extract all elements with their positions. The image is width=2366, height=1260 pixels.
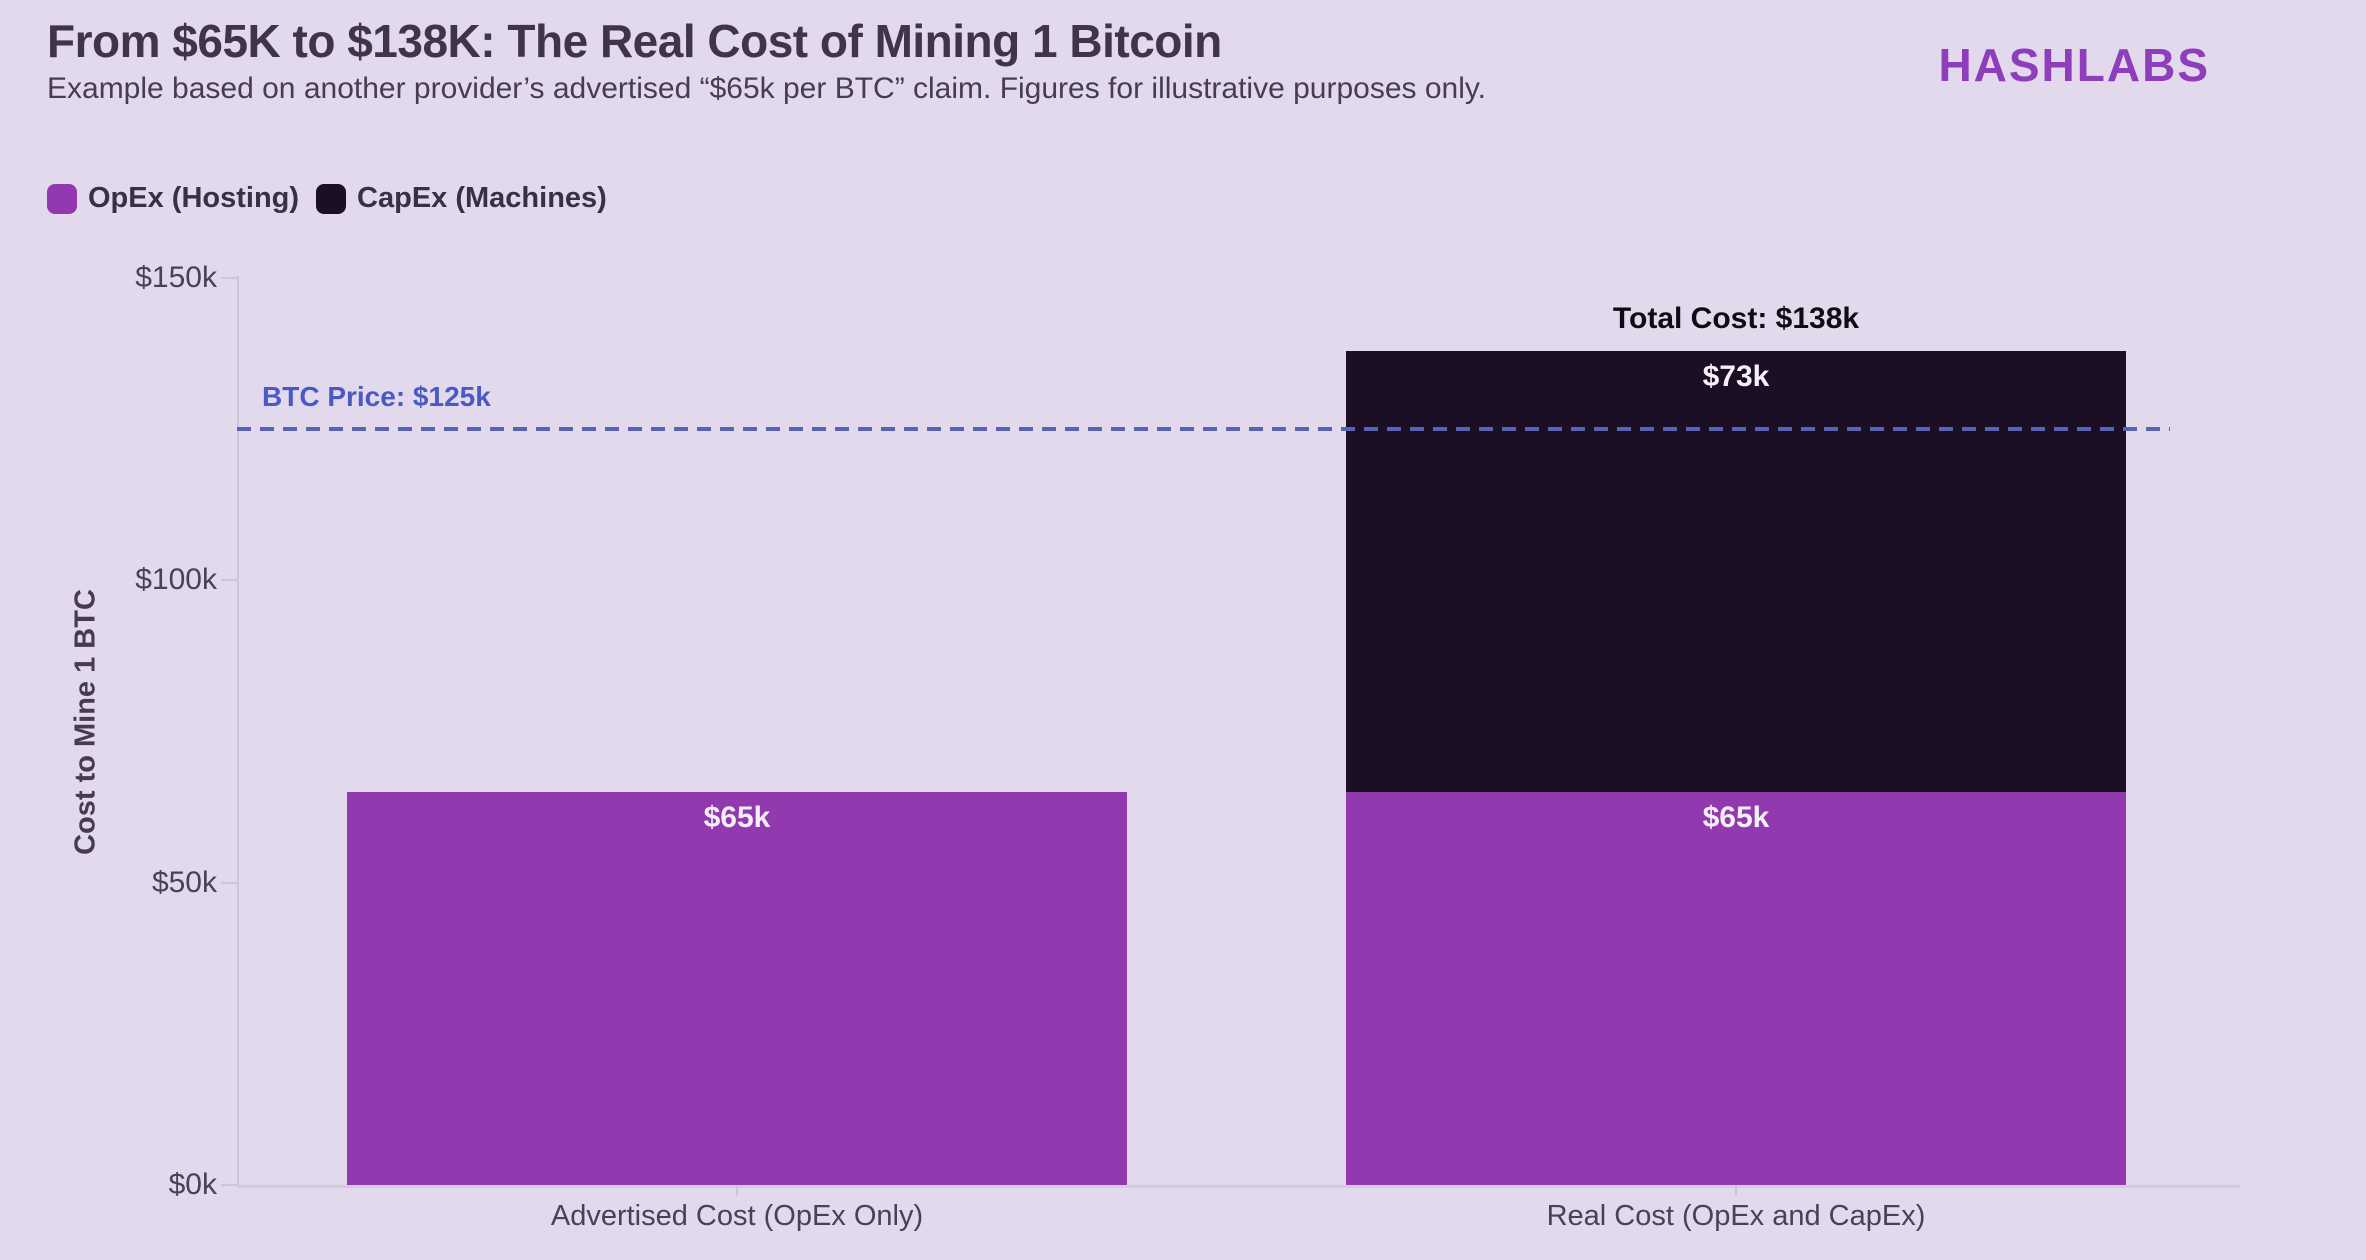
page-title: From $65K to $138K: The Real Cost of Min… xyxy=(47,15,1222,67)
legend: OpEx (Hosting) CapEx (Machines) xyxy=(47,182,607,215)
x-tick-label: Real Cost (OpEx and CapEx) xyxy=(1546,1200,1926,1232)
legend-label-opex: OpEx (Hosting) xyxy=(88,182,300,214)
x-tick xyxy=(1735,1185,1737,1196)
y-tick-label: $0k xyxy=(168,1168,217,1201)
y-tick xyxy=(221,881,237,884)
bar-value-label: $73k xyxy=(1702,359,1770,393)
opex-swatch xyxy=(47,183,77,214)
btc-price-label: BTC Price: $125k xyxy=(262,381,491,413)
y-tick-label: $150k xyxy=(135,261,217,294)
btc-price-line xyxy=(237,427,2170,432)
legend-item-opex: OpEx (Hosting) xyxy=(47,182,299,215)
bar-segment-capex: $73k xyxy=(1346,350,2126,792)
y-tick xyxy=(221,1184,237,1186)
x-tick xyxy=(736,1185,738,1196)
capex-swatch xyxy=(316,183,347,214)
total-cost-label: Total Cost: $138k xyxy=(1612,301,1860,335)
y-tick xyxy=(221,277,237,279)
legend-label-capex: CapEx (Machines) xyxy=(357,182,607,214)
bar-value-label: $65k xyxy=(1702,800,1770,834)
bar-segment-opex: $65k xyxy=(1346,791,2126,1185)
y-axis-line xyxy=(237,276,239,1187)
bar-value-label: $65k xyxy=(703,800,771,834)
subtitle: Example based on another provider’s adve… xyxy=(47,72,1487,105)
y-tick-label: $50k xyxy=(151,865,217,899)
x-axis-line xyxy=(237,1185,2240,1188)
y-tick-label: $100k xyxy=(135,563,217,597)
y-tick xyxy=(221,579,237,582)
bar-segment-opex: $65k xyxy=(347,791,1127,1185)
x-tick-label: Advertised Cost (OpEx Only) xyxy=(550,1200,924,1232)
legend-item-capex: CapEx (Machines) xyxy=(316,182,607,215)
brand-logo: HASHLABS xyxy=(1938,39,2210,91)
